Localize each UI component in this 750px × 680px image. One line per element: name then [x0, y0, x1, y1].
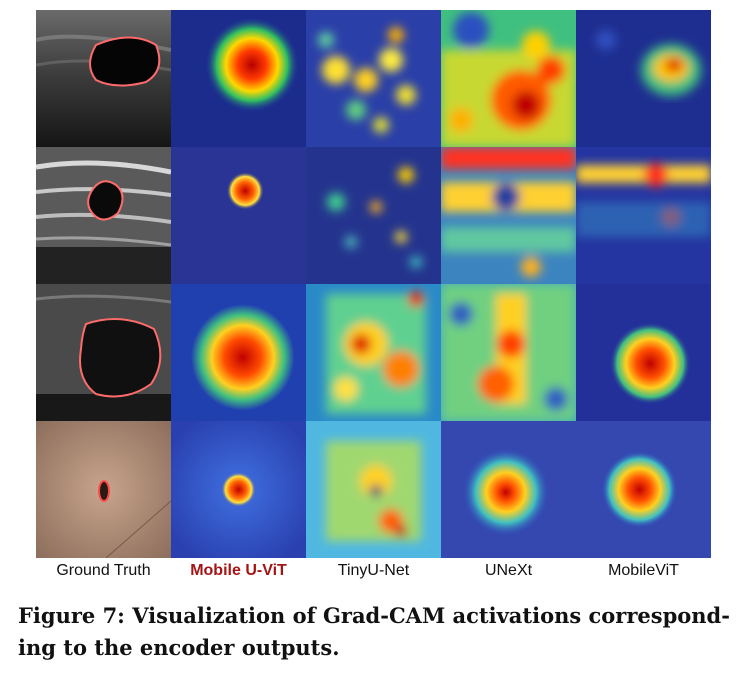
column-label-mobilevit: MobileViT — [608, 562, 679, 579]
gradcam-mobile-uvit-row4 — [171, 421, 306, 558]
gradcam-tinyunet-row1 — [306, 10, 441, 147]
gradcam-unext-row3 — [441, 284, 576, 421]
column-label-ground-truth: Ground Truth — [56, 562, 151, 579]
ultrasound-image-row1 — [36, 10, 171, 147]
column-label-tinyunet: TinyU-Net — [337, 562, 410, 579]
ultrasound-image-row2 — [36, 147, 171, 284]
gradcam-tinyunet-row4 — [306, 421, 441, 558]
gradcam-unext-row2 — [441, 147, 576, 284]
gradcam-tinyunet-row3 — [306, 284, 441, 421]
ultrasound-image-row3 — [36, 284, 171, 421]
gradcam-unext-row1 — [441, 10, 576, 147]
gradcam-mobilevit-row1 — [576, 10, 711, 147]
column-label-unext: UNeXt — [484, 562, 533, 579]
caption-line-2: ing to the encoder outputs. — [18, 635, 340, 660]
column-labels: Ground Truth Mobile U-ViT TinyU-Net UNeX… — [36, 562, 712, 584]
caption-line-1: Figure 7: Visualization of Grad-CAM acti… — [18, 603, 730, 628]
figure-caption: Figure 7: Visualization of Grad-CAM acti… — [18, 600, 733, 664]
lesion-contour — [89, 36, 161, 87]
dermoscopy-image-row4 — [36, 421, 171, 558]
gradcam-mobilevit-row2 — [576, 147, 711, 284]
gradcam-mobilevit-row3 — [576, 284, 711, 421]
gradcam-mobile-uvit-row2 — [171, 147, 306, 284]
gradcam-mobile-uvit-row3 — [171, 284, 306, 421]
column-label-mobile-uvit: Mobile U-ViT — [190, 562, 287, 579]
figure-grid — [36, 10, 712, 558]
gradcam-tinyunet-row2 — [306, 147, 441, 284]
gradcam-mobilevit-row4 — [576, 421, 711, 558]
gradcam-unext-row4 — [441, 421, 576, 558]
gradcam-mobile-uvit-row1 — [171, 10, 306, 147]
